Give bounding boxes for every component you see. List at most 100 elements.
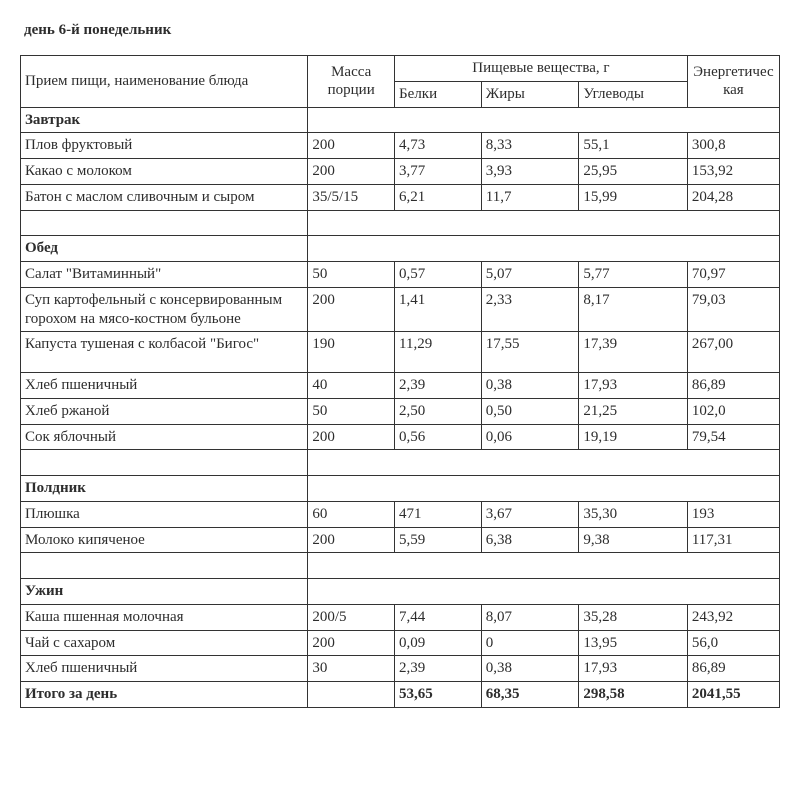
cell-fat: 0,06 — [481, 424, 579, 450]
cell-protein: 471 — [395, 501, 482, 527]
cell-mass: 50 — [308, 262, 395, 288]
cell-carb: 35,30 — [579, 501, 687, 527]
cell-protein: 0,57 — [395, 262, 482, 288]
blank-cell — [308, 210, 780, 236]
table-header: Прием пищи, наименование блюда Масса пор… — [21, 56, 780, 108]
cell-carb: 8,17 — [579, 287, 687, 332]
cell-carb: 5,77 — [579, 262, 687, 288]
cell-name: Сок яблочный — [21, 424, 308, 450]
cell-protein: 53,65 — [395, 682, 482, 708]
col-name-header: Прием пищи, наименование блюда — [21, 56, 308, 108]
cell-name: Чай с сахаром — [21, 630, 308, 656]
table-body: Завтрак Плов фруктовый2004,738,3355,1300… — [21, 107, 780, 707]
section-spacer — [308, 107, 780, 133]
cell-energy: 153,92 — [687, 159, 779, 185]
cell-protein: 5,59 — [395, 527, 482, 553]
cell-carb: 55,1 — [579, 133, 687, 159]
cell-energy: 193 — [687, 501, 779, 527]
cell-fat: 6,38 — [481, 527, 579, 553]
cell-carb: 298,58 — [579, 682, 687, 708]
table-row: Салат "Витаминный"500,575,075,7770,97 — [21, 262, 780, 288]
cell-energy: 102,0 — [687, 398, 779, 424]
cell-protein: 2,39 — [395, 656, 482, 682]
cell-carb: 15,99 — [579, 184, 687, 210]
cell-fat: 3,93 — [481, 159, 579, 185]
section-name: Ужин — [21, 579, 308, 605]
cell-energy: 79,54 — [687, 424, 779, 450]
col-protein-header: Белки — [395, 81, 482, 107]
cell-carb: 17,93 — [579, 373, 687, 399]
cell-energy: 300,8 — [687, 133, 779, 159]
cell-protein: 0,09 — [395, 630, 482, 656]
cell-mass: 40 — [308, 373, 395, 399]
section-spacer — [308, 236, 780, 262]
table-row: Какао с молоком2003,773,9325,95153,92 — [21, 159, 780, 185]
table-row: Хлеб ржаной502,500,5021,25102,0 — [21, 398, 780, 424]
table-row: Плюшка604713,6735,30193 — [21, 501, 780, 527]
section-row: Обед — [21, 236, 780, 262]
cell-carb: 17,93 — [579, 656, 687, 682]
section-row: Ужин — [21, 579, 780, 605]
table-row: Батон с маслом сливочным и сыром35/5/156… — [21, 184, 780, 210]
cell-mass: 200/5 — [308, 604, 395, 630]
cell-protein: 2,50 — [395, 398, 482, 424]
cell-carb: 35,28 — [579, 604, 687, 630]
cell-protein: 6,21 — [395, 184, 482, 210]
cell-energy: 243,92 — [687, 604, 779, 630]
col-mass-header: Масса порции — [308, 56, 395, 108]
cell-energy: 86,89 — [687, 373, 779, 399]
cell-fat: 0,38 — [481, 373, 579, 399]
cell-energy: 117,31 — [687, 527, 779, 553]
section-row: Завтрак — [21, 107, 780, 133]
col-nutrients-header: Пищевые вещества, г — [395, 56, 688, 82]
blank-row — [21, 553, 780, 579]
cell-carb: 19,19 — [579, 424, 687, 450]
cell-name: Итого за день — [21, 682, 308, 708]
cell-carb: 17,39 — [579, 332, 687, 373]
cell-fat: 11,7 — [481, 184, 579, 210]
table-row: Плов фруктовый2004,738,3355,1300,8 — [21, 133, 780, 159]
cell-energy: 56,0 — [687, 630, 779, 656]
cell-fat: 2,33 — [481, 287, 579, 332]
menu-table: Прием пищи, наименование блюда Масса пор… — [20, 55, 780, 708]
cell-energy: 267,00 — [687, 332, 779, 373]
cell-name: Салат "Витаминный" — [21, 262, 308, 288]
cell-name: Хлеб пшеничный — [21, 656, 308, 682]
table-row: Хлеб пшеничный402,390,3817,9386,89 — [21, 373, 780, 399]
cell-mass: 30 — [308, 656, 395, 682]
cell-mass: 35/5/15 — [308, 184, 395, 210]
col-fat-header: Жиры — [481, 81, 579, 107]
blank-row — [21, 450, 780, 476]
cell-name: Хлеб пшеничный — [21, 373, 308, 399]
cell-energy: 2041,55 — [687, 682, 779, 708]
cell-mass: 200 — [308, 424, 395, 450]
col-carb-header: Углеводы — [579, 81, 687, 107]
cell-name: Хлеб ржаной — [21, 398, 308, 424]
cell-mass: 190 — [308, 332, 395, 373]
cell-protein: 7,44 — [395, 604, 482, 630]
cell-protein: 2,39 — [395, 373, 482, 399]
table-row: Молоко кипяченое2005,596,389,38117,31 — [21, 527, 780, 553]
cell-fat: 0,38 — [481, 656, 579, 682]
cell-energy: 70,97 — [687, 262, 779, 288]
cell-fat: 0,50 — [481, 398, 579, 424]
table-row: Капуста тушеная с колбасой "Бигос"19011,… — [21, 332, 780, 373]
table-row: Хлеб пшеничный302,390,3817,9386,89 — [21, 656, 780, 682]
cell-name: Молоко кипяченое — [21, 527, 308, 553]
cell-name: Какао с молоком — [21, 159, 308, 185]
total-row: Итого за день53,6568,35298,582041,55 — [21, 682, 780, 708]
section-row: Полдник — [21, 476, 780, 502]
table-row: Сок яблочный2000,560,0619,1979,54 — [21, 424, 780, 450]
cell-fat: 8,33 — [481, 133, 579, 159]
table-row: Каша пшенная молочная200/57,448,0735,282… — [21, 604, 780, 630]
cell-fat: 0 — [481, 630, 579, 656]
cell-mass — [308, 682, 395, 708]
cell-energy: 204,28 — [687, 184, 779, 210]
page-title: день 6-й понедельник — [24, 22, 780, 39]
blank-cell — [21, 450, 308, 476]
cell-name: Плюшка — [21, 501, 308, 527]
section-name: Обед — [21, 236, 308, 262]
cell-carb: 25,95 — [579, 159, 687, 185]
cell-protein: 11,29 — [395, 332, 482, 373]
blank-cell — [21, 210, 308, 236]
